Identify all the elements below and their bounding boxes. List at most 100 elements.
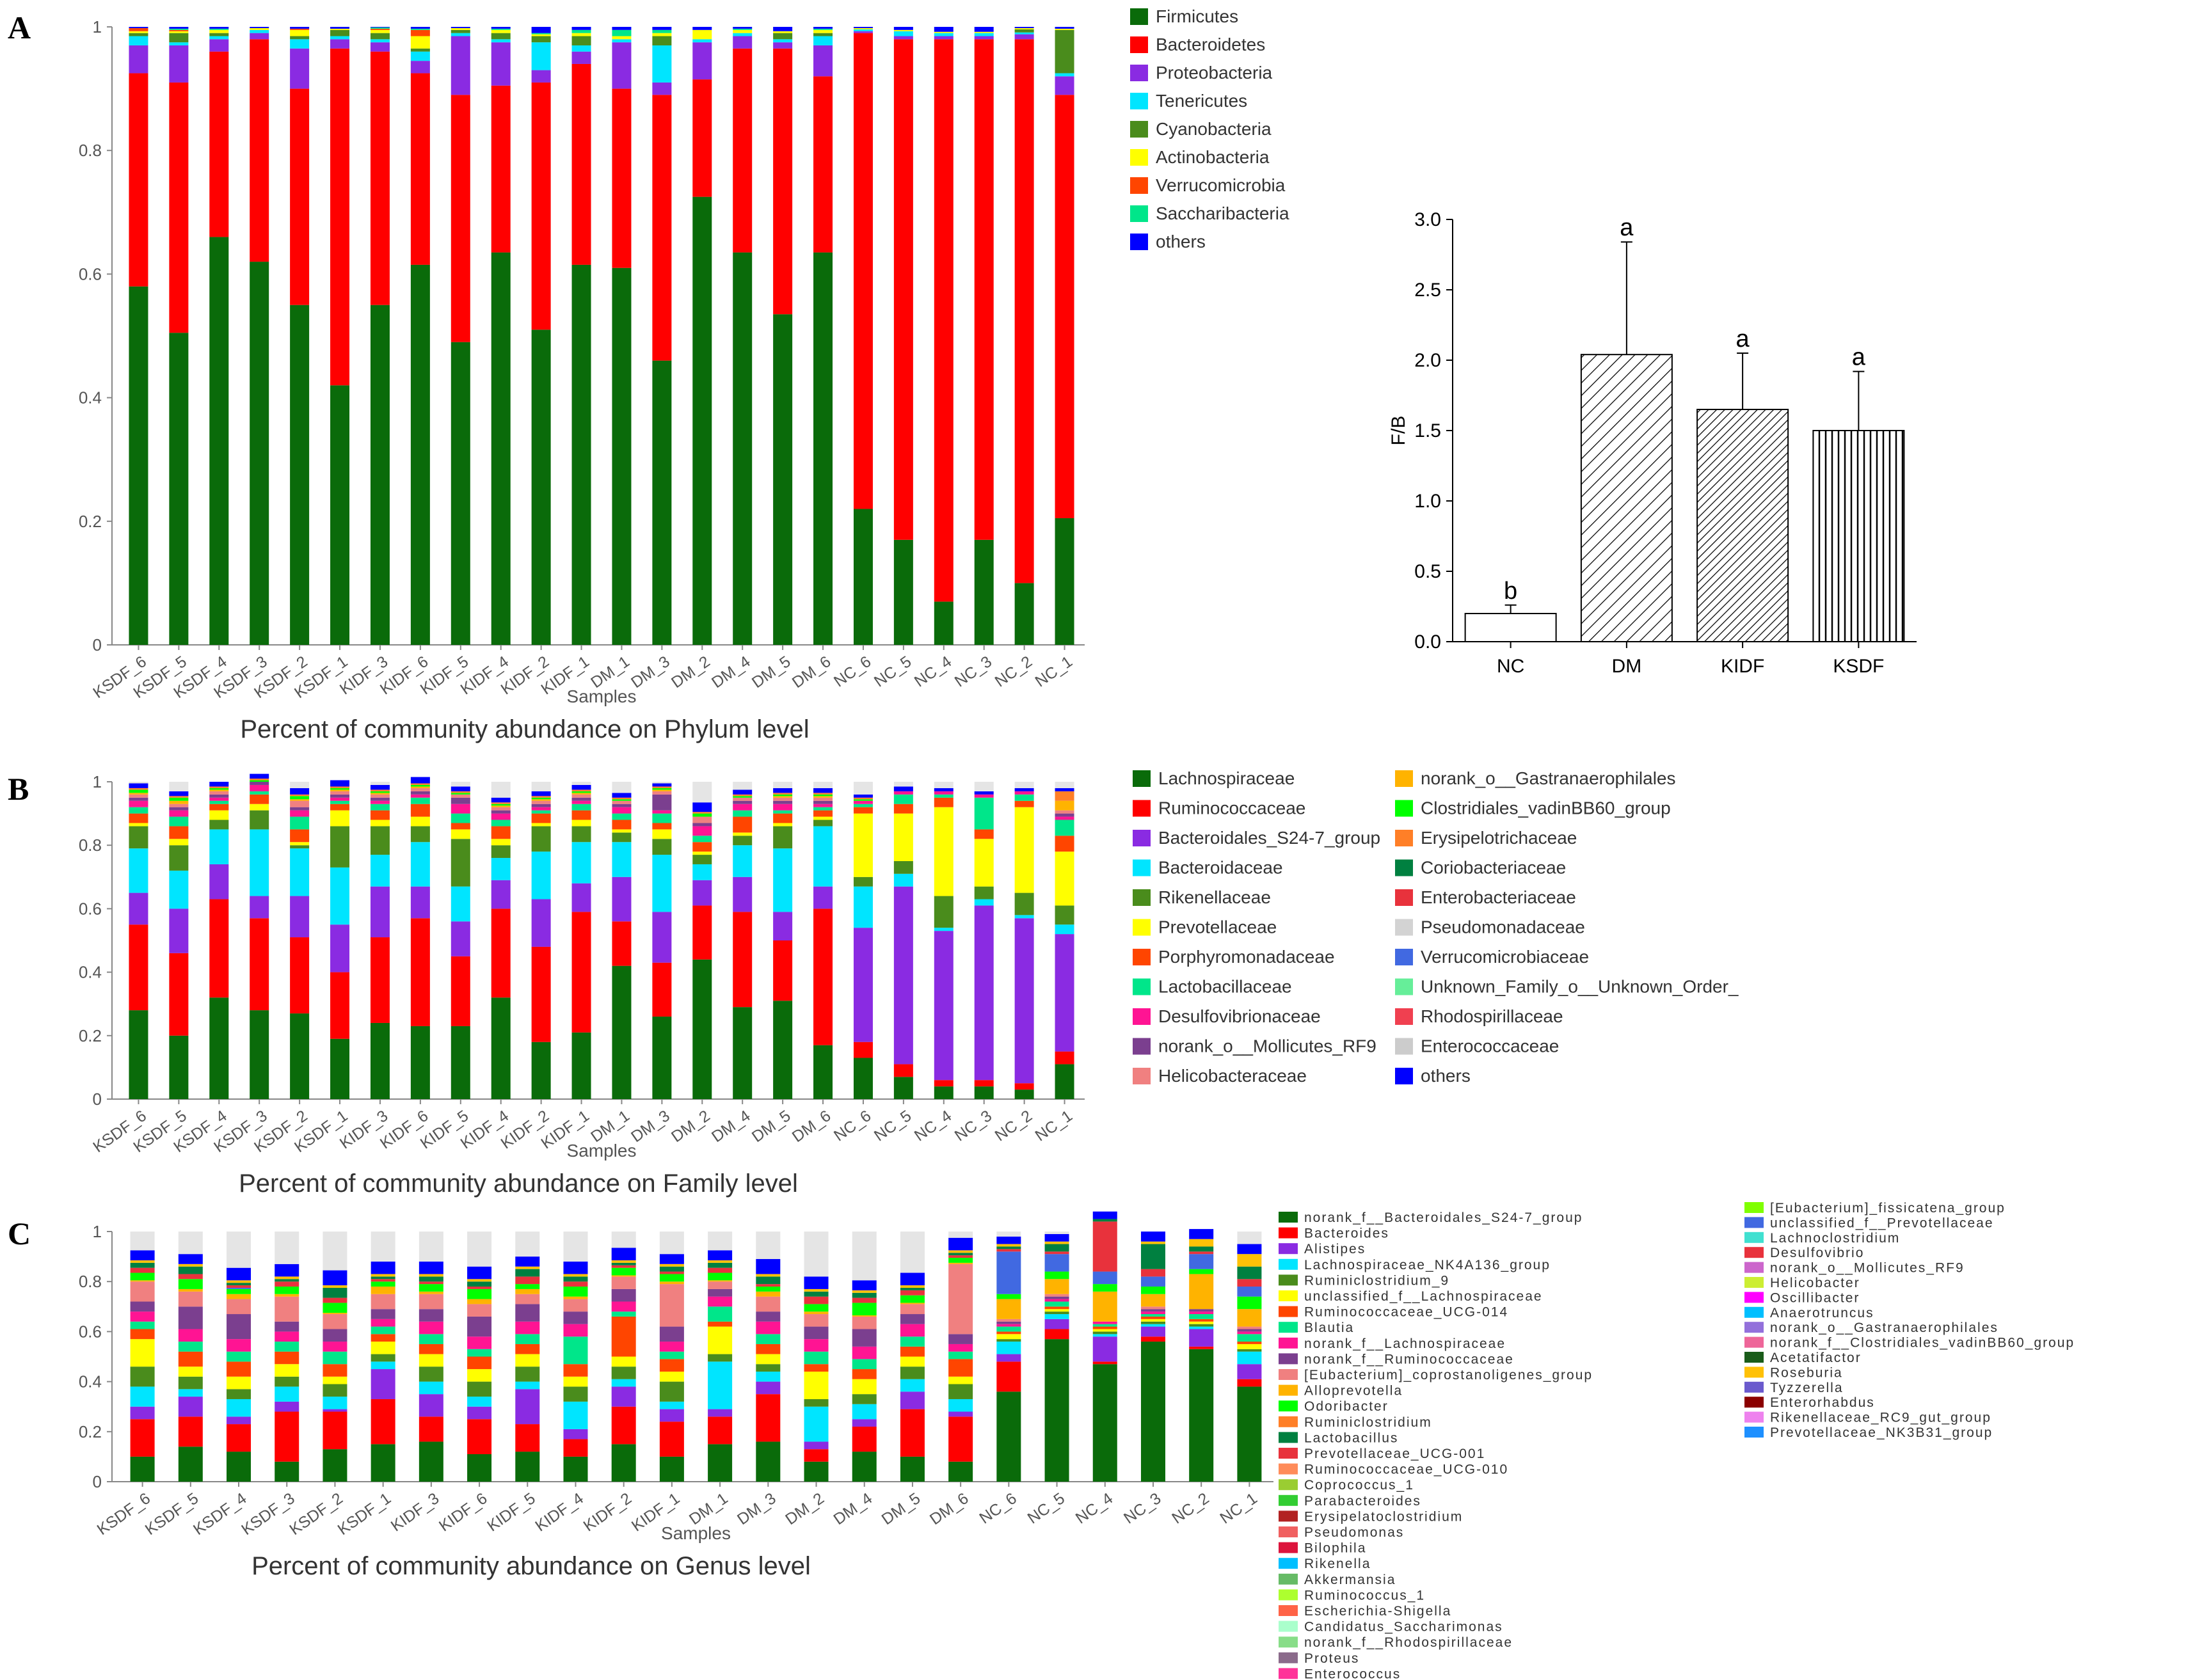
bar-segment	[652, 829, 672, 839]
bar-segment	[370, 793, 390, 795]
bar-segment	[900, 1303, 925, 1304]
bar-segment	[1140, 1312, 1165, 1315]
bar-segment	[852, 1452, 877, 1482]
bar-segment	[531, 800, 551, 804]
bar-segment	[1140, 1342, 1165, 1482]
bar-segment	[804, 1449, 829, 1462]
bar-segment	[804, 1461, 829, 1482]
legend-label: norank_f__Ruminococcaceae	[1304, 1352, 1514, 1367]
bar-segment	[996, 1249, 1021, 1252]
bar-segment	[652, 27, 672, 30]
bar-segment	[227, 1424, 251, 1452]
x-tick-label: DM_3	[628, 1107, 673, 1146]
bar-segment	[934, 1080, 953, 1087]
legend-label: Ruminococcaceae	[1158, 798, 1305, 818]
bar-segment	[756, 1321, 781, 1335]
bar-segment	[227, 1361, 251, 1377]
x-tick-label: NC_6	[831, 1107, 874, 1145]
bar-segment	[804, 1291, 829, 1297]
bar-segment	[410, 786, 430, 788]
bar-segment	[491, 29, 511, 33]
bar-segment	[948, 1255, 973, 1258]
y-tick-label: 0.8	[79, 141, 102, 160]
legend-label: Bacteroidetes	[1156, 35, 1265, 54]
legend-label: [Eubacterium]_coprostanoligenes_group	[1304, 1368, 1593, 1383]
bar-segment	[852, 1369, 877, 1379]
bar-segment	[227, 1283, 251, 1286]
legend-label: others	[1421, 1066, 1471, 1086]
bar-segment	[330, 800, 350, 804]
legend-swatch	[1279, 1573, 1298, 1585]
legend-label: Bacteroides	[1304, 1226, 1389, 1241]
bar-segment	[330, 48, 350, 386]
legend-swatch	[1744, 1427, 1764, 1438]
bar-segment	[900, 1409, 925, 1457]
legend-swatch	[1744, 1292, 1764, 1303]
bar-segment	[178, 1306, 203, 1329]
y-tick-label: 0.8	[79, 836, 102, 855]
bar-segment	[275, 1401, 299, 1412]
bar-residual	[659, 1232, 684, 1255]
legend-label: Lactobacillus	[1304, 1430, 1398, 1445]
bar-segment	[652, 82, 672, 95]
bar-segment	[934, 31, 953, 33]
bar-segment	[900, 1304, 925, 1315]
bar-segment	[900, 1287, 925, 1290]
bar-segment	[227, 1452, 251, 1482]
legend-swatch	[1133, 1038, 1151, 1055]
bar-segment	[130, 1419, 155, 1457]
bar-segment	[410, 886, 430, 919]
bar-segment	[708, 1250, 733, 1260]
bar-segment	[1237, 1296, 1262, 1310]
bar-segment	[419, 1354, 443, 1367]
bar-segment	[852, 1280, 877, 1290]
bar-segment	[813, 27, 833, 29]
bar-segment	[611, 1406, 636, 1445]
bar-segment	[1237, 1331, 1262, 1335]
legend-label: Proteobacteria	[1156, 63, 1273, 83]
bar-segment	[1014, 1090, 1034, 1099]
bar-segment	[178, 1416, 203, 1447]
bar-segment	[130, 1281, 155, 1302]
bar-segment	[290, 788, 310, 795]
bar-segment	[1140, 1241, 1165, 1244]
bar-residual	[371, 1232, 395, 1262]
bar-segment	[853, 797, 873, 800]
bar-segment	[209, 864, 229, 899]
legend-swatch	[1133, 919, 1151, 936]
bar-segment	[370, 810, 390, 820]
bar-segment	[733, 1007, 753, 1099]
bar-segment	[773, 27, 793, 31]
bar-segment	[612, 27, 632, 30]
bar-segment	[1140, 1269, 1165, 1277]
fb-ratio-chart: 0.0 0.5 1.0 1.5 2.0 2.5 3.0 F/B b NC a DM a KIDF a KSDF	[1388, 209, 1917, 677]
legend-swatch	[1133, 1068, 1151, 1084]
bar-segment	[531, 70, 551, 83]
bar-segment	[129, 924, 148, 1011]
bar-segment	[1055, 810, 1074, 814]
bar-segment	[1237, 1329, 1262, 1332]
bar-segment	[853, 27, 873, 28]
bar-segment	[893, 36, 913, 40]
legend-swatch	[1130, 65, 1148, 81]
legend-swatch	[1395, 978, 1413, 995]
bar-segment	[227, 1389, 251, 1399]
panel-letter-a: A	[8, 10, 31, 45]
bar-segment	[934, 794, 953, 798]
y-tick-label: 0	[93, 1472, 102, 1491]
bar-segment	[1140, 1336, 1165, 1342]
bar-segment	[1189, 1309, 1214, 1312]
bar-segment	[1140, 1319, 1165, 1322]
bar-segment	[515, 1294, 540, 1304]
bar-segment	[733, 912, 753, 1008]
bar-segment	[611, 1316, 636, 1357]
bar-segment	[209, 36, 229, 40]
bar-segment	[692, 812, 712, 814]
legend-label: Desulfovibrio	[1770, 1246, 1864, 1260]
legend-swatch	[1744, 1262, 1764, 1273]
bar-segment	[974, 899, 994, 906]
bar-segment	[773, 912, 793, 940]
bar-segment	[370, 1022, 390, 1099]
bar-segment	[209, 27, 229, 29]
bar-segment	[370, 27, 390, 29]
